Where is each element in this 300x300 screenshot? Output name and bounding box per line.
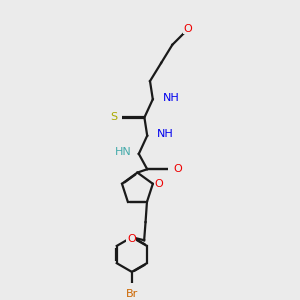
Text: O: O <box>127 234 136 244</box>
Text: Br: Br <box>126 289 138 299</box>
Text: HN: HN <box>115 147 132 158</box>
Text: NH: NH <box>163 93 179 103</box>
Text: O: O <box>154 179 164 189</box>
Text: O: O <box>183 23 192 34</box>
Text: NH: NH <box>157 129 174 139</box>
Text: S: S <box>111 112 118 122</box>
Text: O: O <box>174 164 182 174</box>
